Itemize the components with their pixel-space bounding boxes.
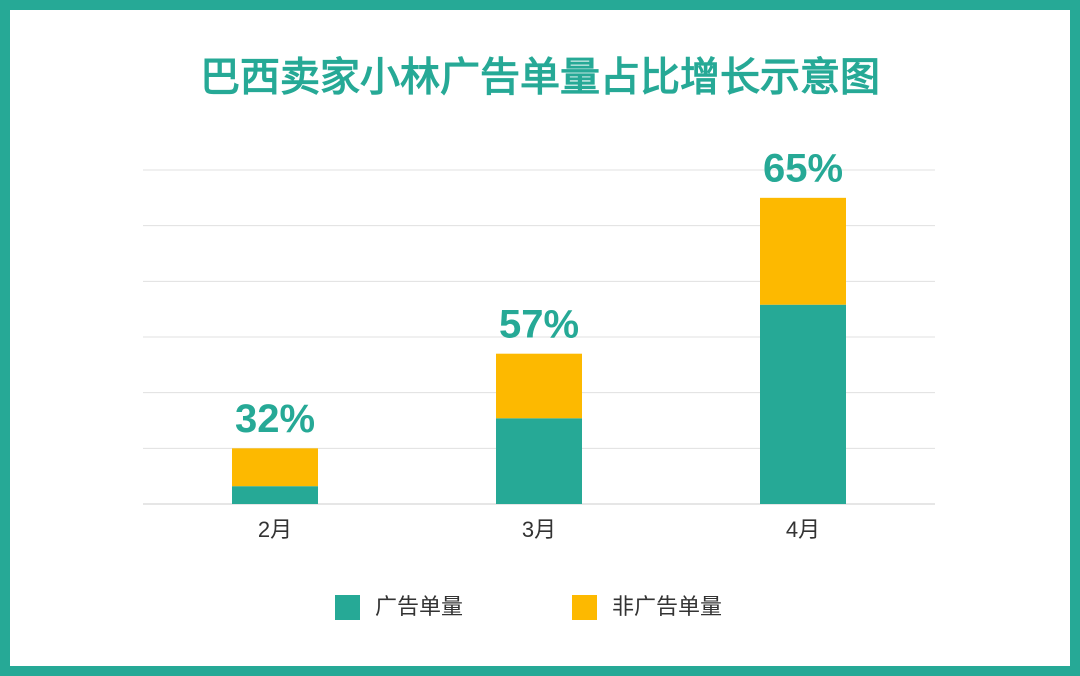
bar-segment bbox=[760, 197, 846, 305]
bar-segment bbox=[496, 353, 582, 419]
legend-label: 广告单量 bbox=[375, 594, 463, 619]
chart-title: 巴西卖家小林广告单量占比增长示意图 bbox=[200, 56, 880, 100]
x-tick-label: 4月 bbox=[786, 517, 820, 542]
bar-segment bbox=[496, 418, 582, 504]
bar-segment bbox=[232, 486, 318, 504]
x-tick-label: 2月 bbox=[258, 517, 292, 542]
data-label: 65% bbox=[763, 146, 843, 190]
bar-segment bbox=[760, 304, 846, 504]
data-label: 32% bbox=[235, 397, 315, 441]
x-tick-label: 3月 bbox=[522, 517, 556, 542]
bar-segment bbox=[232, 448, 318, 487]
legend-swatch bbox=[572, 595, 597, 620]
legend-swatch bbox=[335, 595, 360, 620]
legend-label: 非广告单量 bbox=[612, 594, 722, 619]
data-label: 57% bbox=[499, 302, 579, 346]
